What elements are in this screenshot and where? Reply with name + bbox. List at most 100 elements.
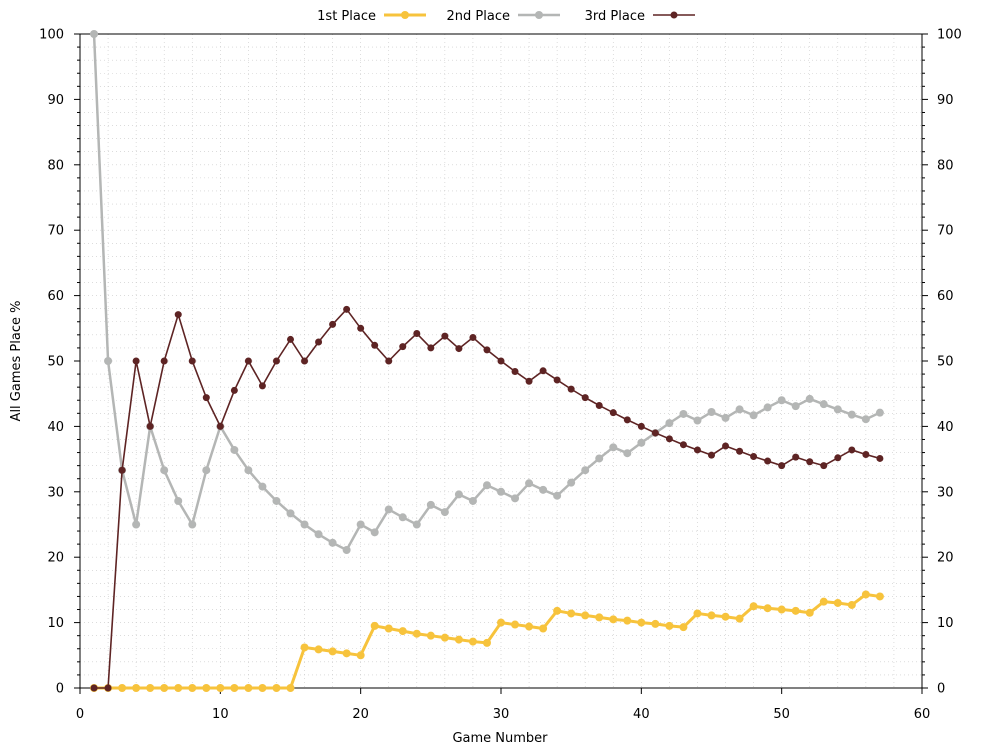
data-point [819, 597, 828, 606]
data-point [708, 451, 715, 459]
y-tick-label-right: 10 [937, 616, 954, 631]
y-axis-label: All Games Place % [9, 301, 24, 422]
data-point [497, 357, 505, 365]
data-point [482, 481, 491, 490]
data-point [679, 409, 688, 418]
legend-item: 3rd Place [585, 9, 695, 24]
data-point [356, 520, 365, 529]
data-point [202, 466, 211, 475]
data-point [328, 647, 337, 656]
data-point [160, 684, 169, 692]
data-point [370, 621, 379, 630]
data-point [581, 466, 590, 475]
data-point [875, 592, 884, 601]
data-point [595, 454, 604, 463]
data-point [778, 462, 786, 470]
data-point [497, 618, 505, 627]
data-point [174, 496, 183, 505]
data-point [763, 604, 772, 613]
data-point [581, 611, 590, 620]
data-point [764, 457, 772, 465]
data-point [525, 377, 533, 385]
data-point [398, 513, 407, 522]
data-point [553, 491, 562, 500]
legend-label: 1st Place [317, 9, 376, 24]
data-point [805, 394, 814, 403]
data-point [356, 651, 365, 660]
data-point [427, 344, 435, 352]
data-point [118, 684, 127, 692]
y-tick-label: 30 [47, 485, 64, 500]
series-2 [90, 30, 884, 555]
data-point [735, 405, 744, 414]
data-point [736, 447, 744, 455]
data-point [848, 446, 856, 454]
data-point [426, 500, 435, 509]
y-tick-label-right: 0 [937, 682, 945, 697]
x-tick-label: 20 [352, 707, 369, 722]
data-point [651, 429, 659, 437]
data-point [749, 602, 758, 611]
data-point [567, 609, 576, 618]
data-point [637, 618, 646, 627]
y-tick-label-right: 80 [937, 158, 954, 173]
data-point [300, 643, 309, 652]
x-tick-label: 0 [76, 707, 84, 722]
data-point [202, 684, 211, 692]
data-point [104, 684, 112, 692]
data-point [258, 382, 266, 390]
data-point [693, 416, 702, 425]
data-point [665, 435, 673, 443]
data-point [455, 345, 463, 353]
data-point [188, 520, 197, 529]
data-point [342, 649, 351, 658]
data-point [441, 332, 449, 340]
y-tick-label: 60 [47, 289, 64, 304]
data-point [202, 394, 210, 402]
legend-swatch-marker [401, 11, 409, 19]
y-tick-label-right: 30 [937, 485, 954, 500]
data-point [497, 487, 505, 496]
legend-swatch-marker [535, 11, 543, 19]
data-point [146, 422, 154, 430]
data-point [806, 458, 814, 466]
data-point [819, 400, 828, 409]
data-point [468, 496, 477, 505]
data-point [329, 320, 337, 328]
data-point [258, 482, 267, 491]
series-line [92, 33, 881, 552]
x-tick-label: 50 [773, 707, 790, 722]
data-point [301, 357, 309, 365]
data-point [805, 608, 814, 617]
data-point [244, 684, 253, 692]
y-tick-label-right: 90 [937, 93, 954, 108]
data-point [735, 614, 744, 623]
x-tick-label: 10 [212, 707, 229, 722]
data-point [272, 496, 281, 505]
legend-label: 2nd Place [447, 9, 510, 24]
data-point [398, 627, 407, 636]
y-tick-label: 0 [56, 682, 64, 697]
data-point [693, 609, 702, 618]
data-point [567, 385, 575, 393]
data-point [146, 684, 155, 692]
data-point [595, 401, 603, 409]
data-point [609, 615, 618, 624]
data-point [272, 684, 281, 692]
data-point [623, 416, 631, 424]
series-line [94, 308, 881, 689]
data-point [792, 453, 800, 461]
data-point [343, 305, 351, 313]
data-point [876, 454, 884, 462]
data-point [553, 606, 562, 615]
y-tick-label: 40 [47, 420, 64, 435]
data-point [286, 509, 295, 518]
data-point [384, 624, 393, 633]
series-layer [90, 30, 884, 692]
legend-label: 3rd Place [585, 9, 645, 24]
legend-item: 2nd Place [447, 9, 560, 24]
data-point [511, 367, 519, 375]
data-point [90, 684, 98, 692]
data-point [707, 611, 716, 620]
